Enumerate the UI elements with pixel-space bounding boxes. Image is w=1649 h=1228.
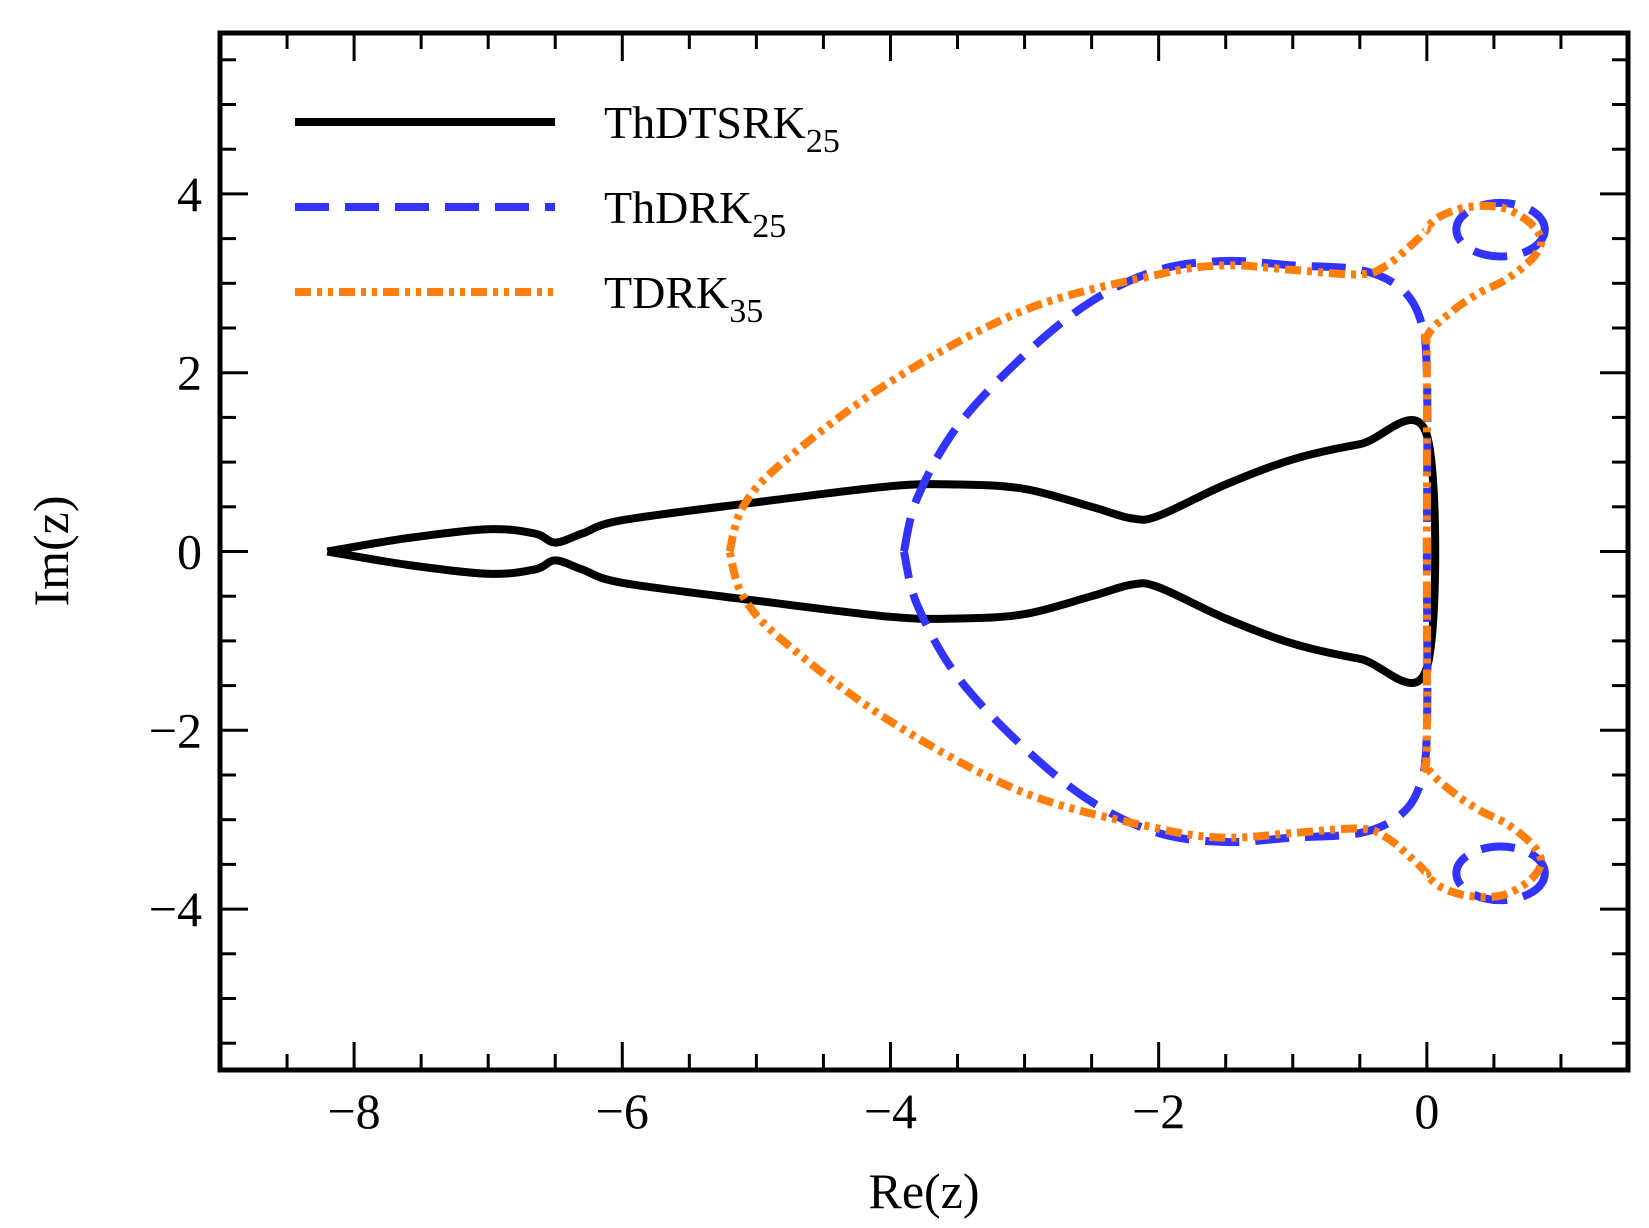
y-tick-label: 2 [177, 345, 202, 401]
series-loop [1452, 198, 1549, 261]
x-tick-label: −6 [596, 1083, 649, 1139]
plot-frame [217, 30, 1631, 1073]
x-tick-label: −8 [327, 1083, 380, 1139]
y-tick-label: −2 [149, 702, 202, 758]
x-tick-label: −4 [864, 1083, 917, 1139]
y-axis-title: Im(z) [23, 495, 79, 606]
x-tick-label: −2 [1132, 1083, 1185, 1139]
y-tick-labels: −4 −2 0 2 4 [149, 166, 202, 937]
legend-label: TDRK35 [604, 267, 763, 330]
axis-ticks [218, 33, 1630, 1070]
legend: ThDTSRK25 ThDRK25 TDRK35 [295, 97, 840, 330]
x-tick-labels: −8 −6 −4 −2 0 [327, 1083, 1439, 1139]
x-tick-label: 0 [1414, 1083, 1439, 1139]
legend-label: ThDTSRK25 [604, 97, 840, 160]
y-tick-label: −4 [149, 881, 202, 937]
series-layer [326, 198, 1549, 905]
legend-label: ThDRK25 [604, 182, 786, 245]
series-line [725, 201, 1546, 902]
series-line [326, 416, 1440, 687]
y-tick-label: 0 [177, 524, 202, 580]
series-loop [1452, 842, 1549, 905]
y-tick-label: 4 [177, 166, 202, 222]
x-axis-title: Re(z) [868, 1163, 979, 1219]
series-line [899, 256, 1432, 847]
